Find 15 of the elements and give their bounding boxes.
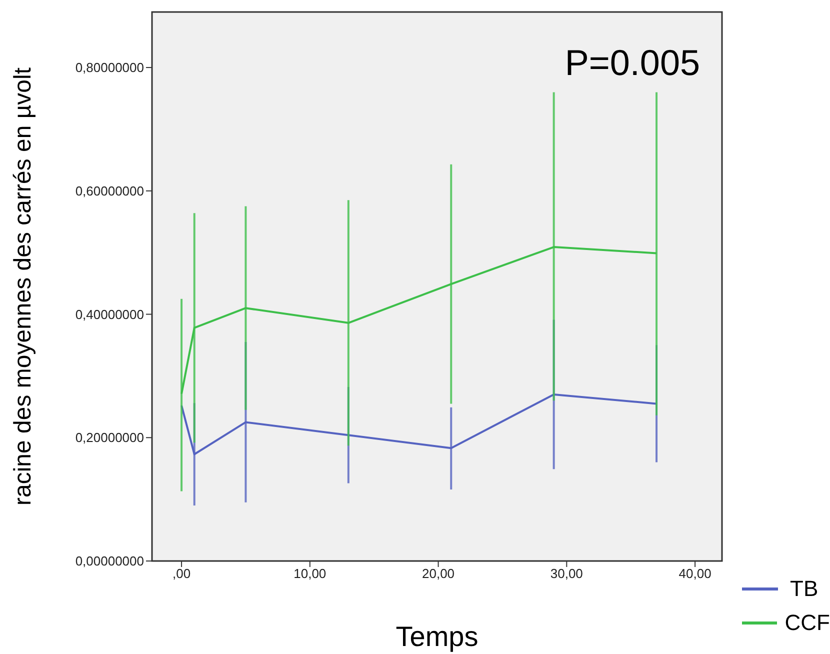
x-tick-label: ,00 [172,566,191,582]
y-tick-label: 0,60000000 [75,184,144,199]
y-axis-title: racine des moyennes des carrés en µvolt [10,67,37,506]
x-tick-label: 30,00 [550,566,583,582]
x-axis-title: Temps [396,621,478,652]
y-tick-label: 0,20000000 [75,430,144,446]
legend-label: TB [790,576,818,602]
legend-label: CCF [784,610,830,636]
y-tick-label: 0,80000000 [75,60,144,76]
y-tick-label: 0,00000000 [75,554,144,569]
y-tick-label: 0,40000000 [75,306,144,322]
annotation: P=0.005 [564,42,700,83]
x-tick-label: 10,00 [294,566,326,582]
x-tick-label: 20,00 [422,566,455,582]
x-tick-label: 40,00 [678,566,712,582]
